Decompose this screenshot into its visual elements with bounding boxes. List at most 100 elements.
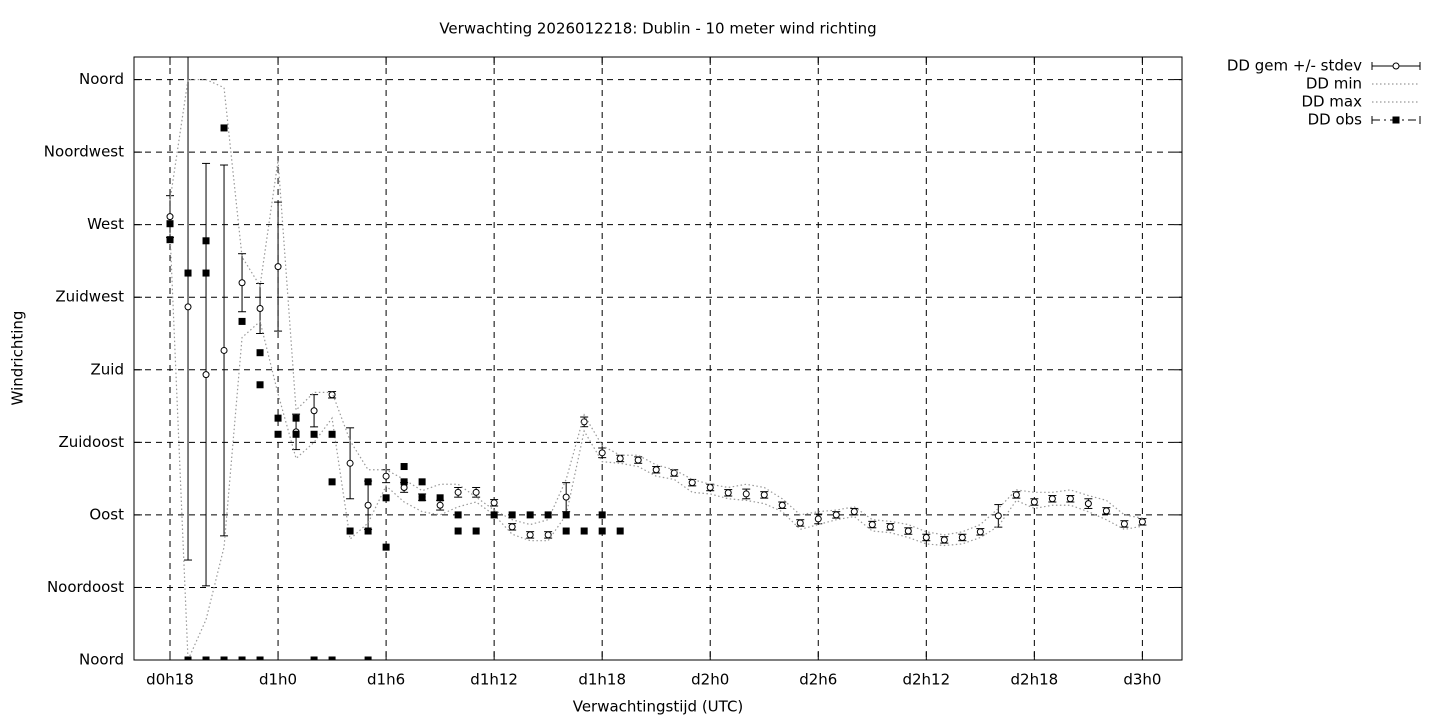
obs-point	[238, 317, 246, 325]
mean-point	[220, 346, 228, 354]
mean-point	[490, 499, 498, 507]
obs-point	[202, 237, 210, 245]
obs-point	[400, 463, 408, 471]
obs-point	[310, 430, 318, 438]
mean-point	[652, 466, 660, 474]
x-tick-label: d2h6	[799, 671, 837, 689]
obs-point	[562, 527, 570, 535]
obs-point	[364, 656, 372, 660]
obs-point	[598, 511, 606, 519]
x-tick-label: d2h0	[691, 671, 729, 689]
obs-point	[436, 494, 444, 502]
mean-point	[1102, 507, 1110, 515]
x-tick-label: d2h12	[902, 671, 950, 689]
mean-point	[742, 490, 750, 498]
mean-point	[166, 213, 174, 221]
obs-point	[364, 478, 372, 486]
obs-point	[364, 527, 372, 535]
obs-point	[544, 511, 552, 519]
obs-point	[256, 656, 264, 660]
obs-point	[472, 527, 480, 535]
obs-point	[418, 478, 426, 486]
chart-title: Verwachting 2026012218: Dublin - 10 mete…	[439, 20, 876, 38]
obs-point	[328, 656, 336, 660]
mean-point	[580, 418, 588, 426]
obs-point	[382, 494, 390, 502]
mean-point	[616, 454, 624, 462]
mean-point	[400, 483, 408, 491]
mean-point	[256, 305, 264, 313]
plot-frame	[133, 56, 1183, 661]
obs-point	[166, 220, 174, 228]
mean-point	[436, 501, 444, 509]
y-tick-label: Noordoost	[47, 578, 124, 596]
legend-label: DD max	[1301, 93, 1362, 111]
mean-point	[814, 515, 822, 523]
mean-point	[796, 519, 804, 527]
y-tick-label: Oost	[89, 505, 124, 523]
obs-point	[292, 430, 300, 438]
mean-point	[454, 488, 462, 496]
mean-point	[382, 472, 390, 480]
x-tick-label: d1h12	[470, 671, 518, 689]
obs-point	[490, 511, 498, 519]
obs-point	[274, 430, 282, 438]
obs-point	[346, 527, 354, 535]
obs-point	[418, 494, 426, 502]
obs-point	[256, 381, 264, 389]
mean-point	[706, 483, 714, 491]
range-line	[169, 232, 1143, 660]
x-tick-label: d2h18	[1011, 671, 1059, 689]
mean-point	[562, 493, 570, 501]
obs-point	[616, 527, 624, 535]
mean-point	[958, 533, 966, 541]
obs-point	[382, 543, 390, 551]
obs-point	[220, 124, 228, 132]
mean-point	[778, 501, 786, 509]
mean-point	[832, 511, 840, 519]
obs-point	[328, 430, 336, 438]
mean-point	[940, 536, 948, 544]
mean-point	[868, 521, 876, 529]
mean-point	[310, 407, 318, 415]
x-tick-label: d1h18	[578, 671, 626, 689]
mean-point	[1012, 491, 1020, 499]
mean-point	[724, 489, 732, 497]
obs-point	[274, 414, 282, 422]
legend-swatch	[1392, 116, 1400, 124]
mean-point	[1084, 500, 1092, 508]
y-tick-label: West	[87, 215, 124, 233]
mean-point	[346, 459, 354, 467]
obs-point	[184, 656, 192, 660]
obs-point	[220, 656, 228, 660]
y-tick-label: Zuid	[91, 360, 124, 378]
mean-point	[1048, 495, 1056, 503]
mean-point	[670, 469, 678, 477]
y-tick-label: Zuidoost	[58, 433, 124, 451]
mean-point	[1030, 498, 1038, 506]
y-axis-label: Windrichting	[9, 311, 27, 406]
mean-point	[598, 449, 606, 457]
mean-point	[1066, 495, 1074, 503]
obs-point	[598, 527, 606, 535]
range-line	[169, 78, 1143, 536]
mean-point	[526, 531, 534, 539]
mean-point	[184, 303, 192, 311]
obs-point	[166, 236, 174, 244]
obs-point	[328, 478, 336, 486]
obs-point	[310, 656, 318, 660]
obs-point	[454, 511, 462, 519]
legend-label: DD obs	[1308, 111, 1363, 129]
mean-point	[238, 279, 246, 287]
obs-point	[202, 269, 210, 277]
obs-point	[454, 527, 462, 535]
mean-point	[850, 508, 858, 516]
legend-label: DD min	[1306, 75, 1362, 93]
obs-point	[202, 656, 210, 660]
x-tick-label: d0h18	[146, 671, 194, 689]
legend-label: DD gem +/- stdev	[1227, 57, 1362, 75]
y-tick-label: Noordwest	[44, 143, 124, 161]
mean-point	[994, 512, 1002, 520]
mean-point	[634, 456, 642, 464]
